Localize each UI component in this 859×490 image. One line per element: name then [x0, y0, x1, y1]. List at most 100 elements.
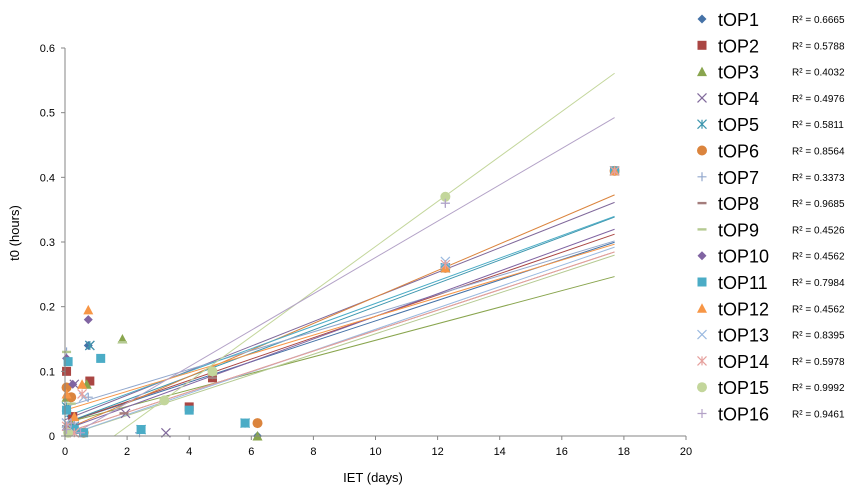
legend-item-top10: tOP10 R² = 0.4562 — [697, 247, 845, 267]
data-point — [62, 405, 72, 415]
legend-label: tOP7 — [718, 168, 759, 188]
data-point — [68, 379, 78, 389]
x-tick-label: 6 — [248, 446, 254, 458]
data-point — [77, 389, 88, 399]
legend-marker — [697, 14, 707, 24]
legend-r2: R² = 0.9685 — [792, 199, 845, 210]
data-point — [69, 411, 80, 422]
legend-item-top9: tOP9 R² = 0.4526 — [697, 220, 845, 240]
legend-label: tOP5 — [718, 115, 759, 135]
series-top9 — [62, 169, 620, 405]
x-tick-label: 12 — [431, 446, 443, 458]
legend-r2: R² = 0.4032 — [792, 68, 845, 79]
trendline-top7 — [65, 240, 615, 408]
x-tick-label: 16 — [556, 446, 568, 458]
legend-r2: R² = 0.5978 — [792, 357, 845, 368]
data-point — [207, 366, 218, 377]
legend-label: tOP4 — [718, 89, 759, 109]
legend-marker — [697, 303, 707, 313]
data-point — [159, 395, 170, 406]
legend: tOP1 R² = 0.6665 tOP2 R² = 0.5788 tOP3 R² = 0… — [697, 10, 845, 425]
legend-marker — [697, 119, 707, 130]
legend-label: tOP9 — [718, 220, 759, 240]
legend-marker — [697, 66, 707, 77]
data-point — [84, 340, 95, 351]
data-point — [136, 425, 146, 435]
legend-marker — [697, 329, 707, 340]
plot-area — [61, 72, 620, 441]
series-top1 — [62, 166, 620, 441]
legend-marker — [697, 172, 707, 182]
axes: 0 0.1 0.2 0.3 0.4 0.5 0.6 0 2 4 6 8 10 12 14 16 18 20 — [40, 43, 692, 458]
y-tick-label: 0.1 — [40, 366, 55, 378]
series-top15 — [63, 191, 451, 438]
data-point — [62, 366, 72, 376]
y-tick-label: 0.4 — [40, 172, 55, 184]
y-tick-label: 0 — [49, 431, 55, 443]
legend-r2: R² = 0.9461 — [792, 410, 845, 421]
legend-r2: R² = 0.9992 — [792, 383, 845, 394]
data-point — [440, 198, 450, 208]
data-point — [96, 353, 106, 363]
trendline-top13 — [65, 246, 615, 436]
x-tick-label: 20 — [680, 446, 692, 458]
trendline-top14 — [65, 251, 615, 434]
legend-label: tOP6 — [718, 142, 759, 162]
data-point — [63, 427, 74, 438]
x-tick-label: 4 — [186, 446, 192, 458]
data-point — [83, 304, 94, 315]
data-point — [83, 340, 93, 350]
x-tick-label: 18 — [618, 446, 630, 458]
y-tick-label: 0.2 — [40, 302, 55, 314]
legend-item-top2: tOP2 R² = 0.5788 — [697, 36, 845, 56]
legend-item-top1: tOP1 R² = 0.6665 — [697, 10, 845, 30]
legend-item-top16: tOP16 R² = 0.9461 — [697, 405, 845, 425]
legend-label: tOP10 — [718, 247, 769, 267]
legend-marker — [697, 355, 707, 366]
legend-label: tOP11 — [718, 273, 768, 293]
legend-marker — [697, 251, 707, 261]
trendline-top12 — [65, 243, 615, 411]
legend-item-top13: tOP13 R² = 0.8395 — [697, 326, 845, 346]
legend-r2: R² = 0.4562 — [792, 304, 845, 315]
y-tick-label: 0.5 — [40, 108, 55, 120]
legend-item-top3: tOP3 R² = 0.4032 — [697, 63, 845, 83]
data-point — [63, 357, 73, 367]
legend-item-top12: tOP12 R² = 0.4562 — [697, 299, 845, 319]
series-top3 — [61, 165, 620, 441]
legend-item-top8: tOP8 R² = 0.9685 — [697, 194, 845, 214]
legend-r2: R² = 0.6665 — [792, 15, 845, 26]
legend-r2: R² = 0.7984 — [792, 278, 845, 289]
legend-item-top4: tOP4 R² = 0.4976 — [697, 89, 845, 109]
trendline-top11 — [65, 215, 615, 418]
data-point — [440, 259, 451, 270]
trendline-top6 — [65, 194, 615, 430]
data-point — [62, 425, 72, 435]
y-axis-title: t0 (hours) — [7, 205, 22, 261]
trendline-top9 — [65, 254, 615, 436]
legend-label: tOP8 — [718, 194, 759, 214]
y-tick-label: 0.3 — [40, 237, 55, 249]
series-top8 — [62, 169, 620, 431]
legend-label: tOP14 — [718, 352, 769, 372]
legend-label: tOP1 — [718, 10, 759, 30]
x-tick-label: 0 — [62, 446, 68, 458]
trendline-top2 — [65, 233, 615, 424]
legend-r2: R² = 0.5788 — [792, 41, 845, 52]
legend-label: tOP13 — [718, 326, 769, 346]
trendline-top4 — [65, 201, 615, 421]
legend-label: tOP12 — [718, 299, 769, 319]
trendline-top15 — [113, 72, 615, 436]
data-point — [66, 418, 76, 428]
data-point — [609, 165, 620, 176]
legend-r2: R² = 0.5811 — [792, 120, 844, 131]
y-tick-label: 0.6 — [40, 43, 55, 55]
legend-r2: R² = 0.4526 — [792, 225, 845, 236]
legend-marker — [697, 409, 707, 418]
data-point — [240, 418, 250, 428]
legend-item-top15: tOP15 R² = 0.9992 — [697, 378, 845, 398]
legend-label: tOP3 — [718, 63, 759, 83]
legend-item-top11: tOP11 R² = 0.7984 — [697, 273, 845, 293]
legend-marker — [697, 40, 707, 50]
